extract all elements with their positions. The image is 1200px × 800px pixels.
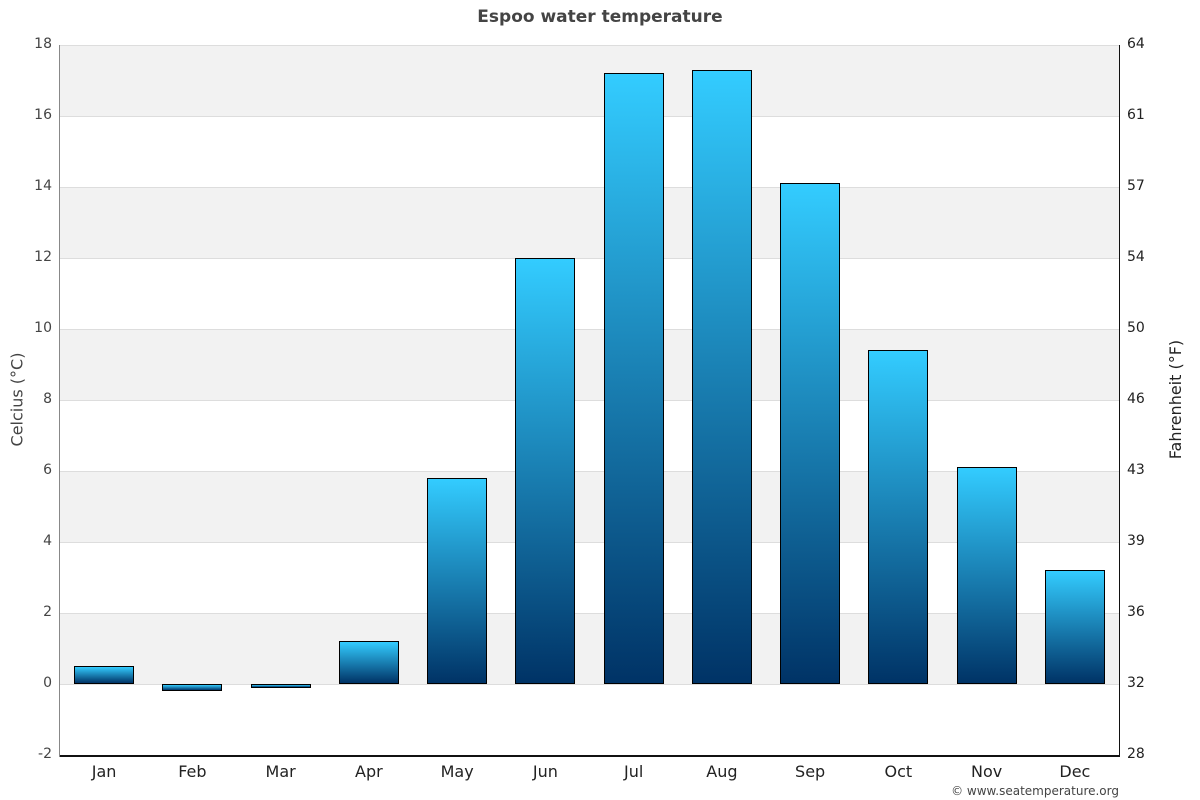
grid-band bbox=[60, 329, 1119, 400]
y-tick-label: 0 bbox=[43, 675, 52, 691]
bar-jun[interactable] bbox=[515, 258, 576, 684]
y-tick-label: 14 bbox=[34, 178, 52, 194]
gridline bbox=[60, 684, 1119, 685]
x-tick-label: Oct bbox=[884, 762, 913, 781]
y-tick-label: 10 bbox=[34, 320, 52, 336]
gridline bbox=[60, 45, 1119, 46]
x-tick-label: Aug bbox=[706, 762, 738, 781]
gridline bbox=[60, 471, 1119, 472]
gridline bbox=[60, 116, 1119, 117]
x-axis bbox=[60, 755, 1120, 757]
y-tick-label: 6 bbox=[43, 462, 52, 478]
gridline bbox=[60, 258, 1119, 259]
x-tick-label: Mar bbox=[265, 762, 296, 781]
y-axis-label-left: Celcius (°C) bbox=[7, 352, 27, 447]
y-tick-label-right: 61 bbox=[1127, 107, 1145, 123]
y-tick-label-right: 43 bbox=[1127, 462, 1145, 478]
x-tick-label: Sep bbox=[795, 762, 826, 781]
y-tick-label-right: 28 bbox=[1127, 746, 1145, 762]
bar-nov[interactable] bbox=[956, 467, 1017, 684]
grid-band bbox=[60, 187, 1119, 258]
y-tick-label: 16 bbox=[34, 107, 52, 123]
x-tick-label: Nov bbox=[971, 762, 1003, 781]
y-tick-label-right: 54 bbox=[1127, 249, 1145, 265]
y-tick-label-right: 57 bbox=[1127, 178, 1145, 194]
bar-dec[interactable] bbox=[1044, 570, 1105, 684]
bar-sep[interactable] bbox=[780, 183, 841, 684]
gridline bbox=[60, 329, 1119, 330]
y-axis-left bbox=[59, 45, 60, 757]
plot-area bbox=[60, 45, 1119, 755]
gridline bbox=[60, 613, 1119, 614]
bar-oct[interactable] bbox=[868, 350, 929, 684]
x-tick-label: May bbox=[440, 762, 474, 781]
y-tick-label-right: 32 bbox=[1127, 675, 1145, 691]
y-axis-label-right: Fahrenheit (°F) bbox=[1165, 339, 1185, 460]
bar-may[interactable] bbox=[427, 478, 488, 684]
x-tick-label: Jul bbox=[623, 762, 644, 781]
y-tick-label: 8 bbox=[43, 391, 52, 407]
y-tick-label: 18 bbox=[34, 36, 52, 52]
y-axis-right bbox=[1119, 45, 1120, 757]
gridline bbox=[60, 187, 1119, 188]
grid-band bbox=[60, 471, 1119, 542]
y-tick-label: -2 bbox=[38, 746, 52, 762]
x-tick-label: Jun bbox=[532, 762, 558, 781]
chart-title: Espoo water temperature bbox=[477, 7, 723, 27]
grid-band bbox=[60, 613, 1119, 684]
gridline bbox=[60, 400, 1119, 401]
x-tick-label: Feb bbox=[178, 762, 207, 781]
x-tick-label: Apr bbox=[355, 762, 383, 781]
credit-text: © www.seatemperature.org bbox=[951, 784, 1119, 798]
y-tick-label: 12 bbox=[34, 249, 52, 265]
y-tick-label-right: 64 bbox=[1127, 36, 1145, 52]
y-tick-label: 4 bbox=[43, 533, 52, 549]
x-tick-label: Dec bbox=[1059, 762, 1091, 781]
grid-band bbox=[60, 45, 1119, 116]
bar-feb[interactable] bbox=[162, 684, 223, 692]
bar-jul[interactable] bbox=[603, 73, 664, 684]
bar-apr[interactable] bbox=[338, 641, 399, 684]
y-tick-label-right: 36 bbox=[1127, 604, 1145, 620]
y-tick-label: 2 bbox=[43, 604, 52, 620]
gridline bbox=[60, 542, 1119, 543]
bar-aug[interactable] bbox=[691, 69, 752, 684]
x-tick-label: Jan bbox=[91, 762, 117, 781]
y-tick-label-right: 46 bbox=[1127, 391, 1145, 407]
bar-mar[interactable] bbox=[250, 684, 311, 688]
bar-jan[interactable] bbox=[74, 666, 135, 684]
y-tick-label-right: 50 bbox=[1127, 320, 1145, 336]
y-tick-label-right: 39 bbox=[1127, 533, 1145, 549]
